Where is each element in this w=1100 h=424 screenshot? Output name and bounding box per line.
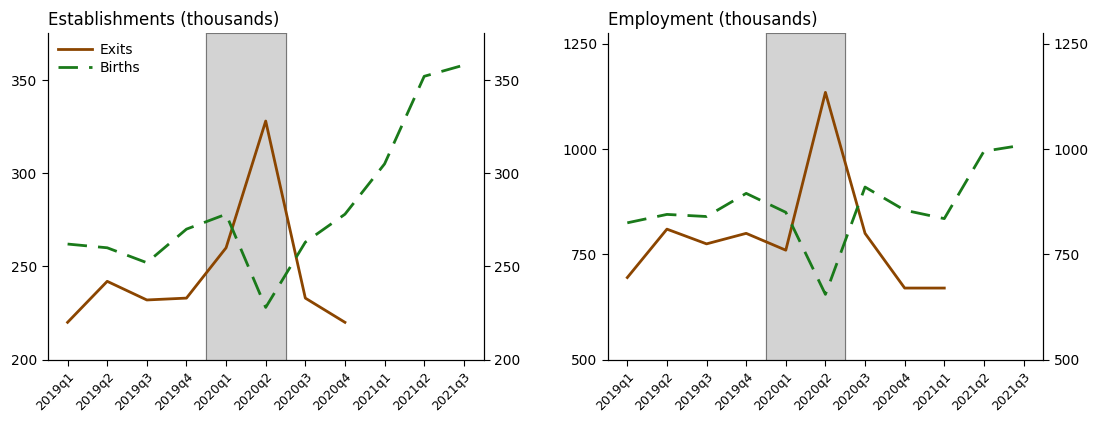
Text: Establishments (thousands): Establishments (thousands) <box>47 11 279 29</box>
Bar <box>766 33 845 360</box>
Bar <box>207 33 286 360</box>
Text: Employment (thousands): Employment (thousands) <box>607 11 817 29</box>
Legend: Exits, Births: Exits, Births <box>55 40 143 78</box>
